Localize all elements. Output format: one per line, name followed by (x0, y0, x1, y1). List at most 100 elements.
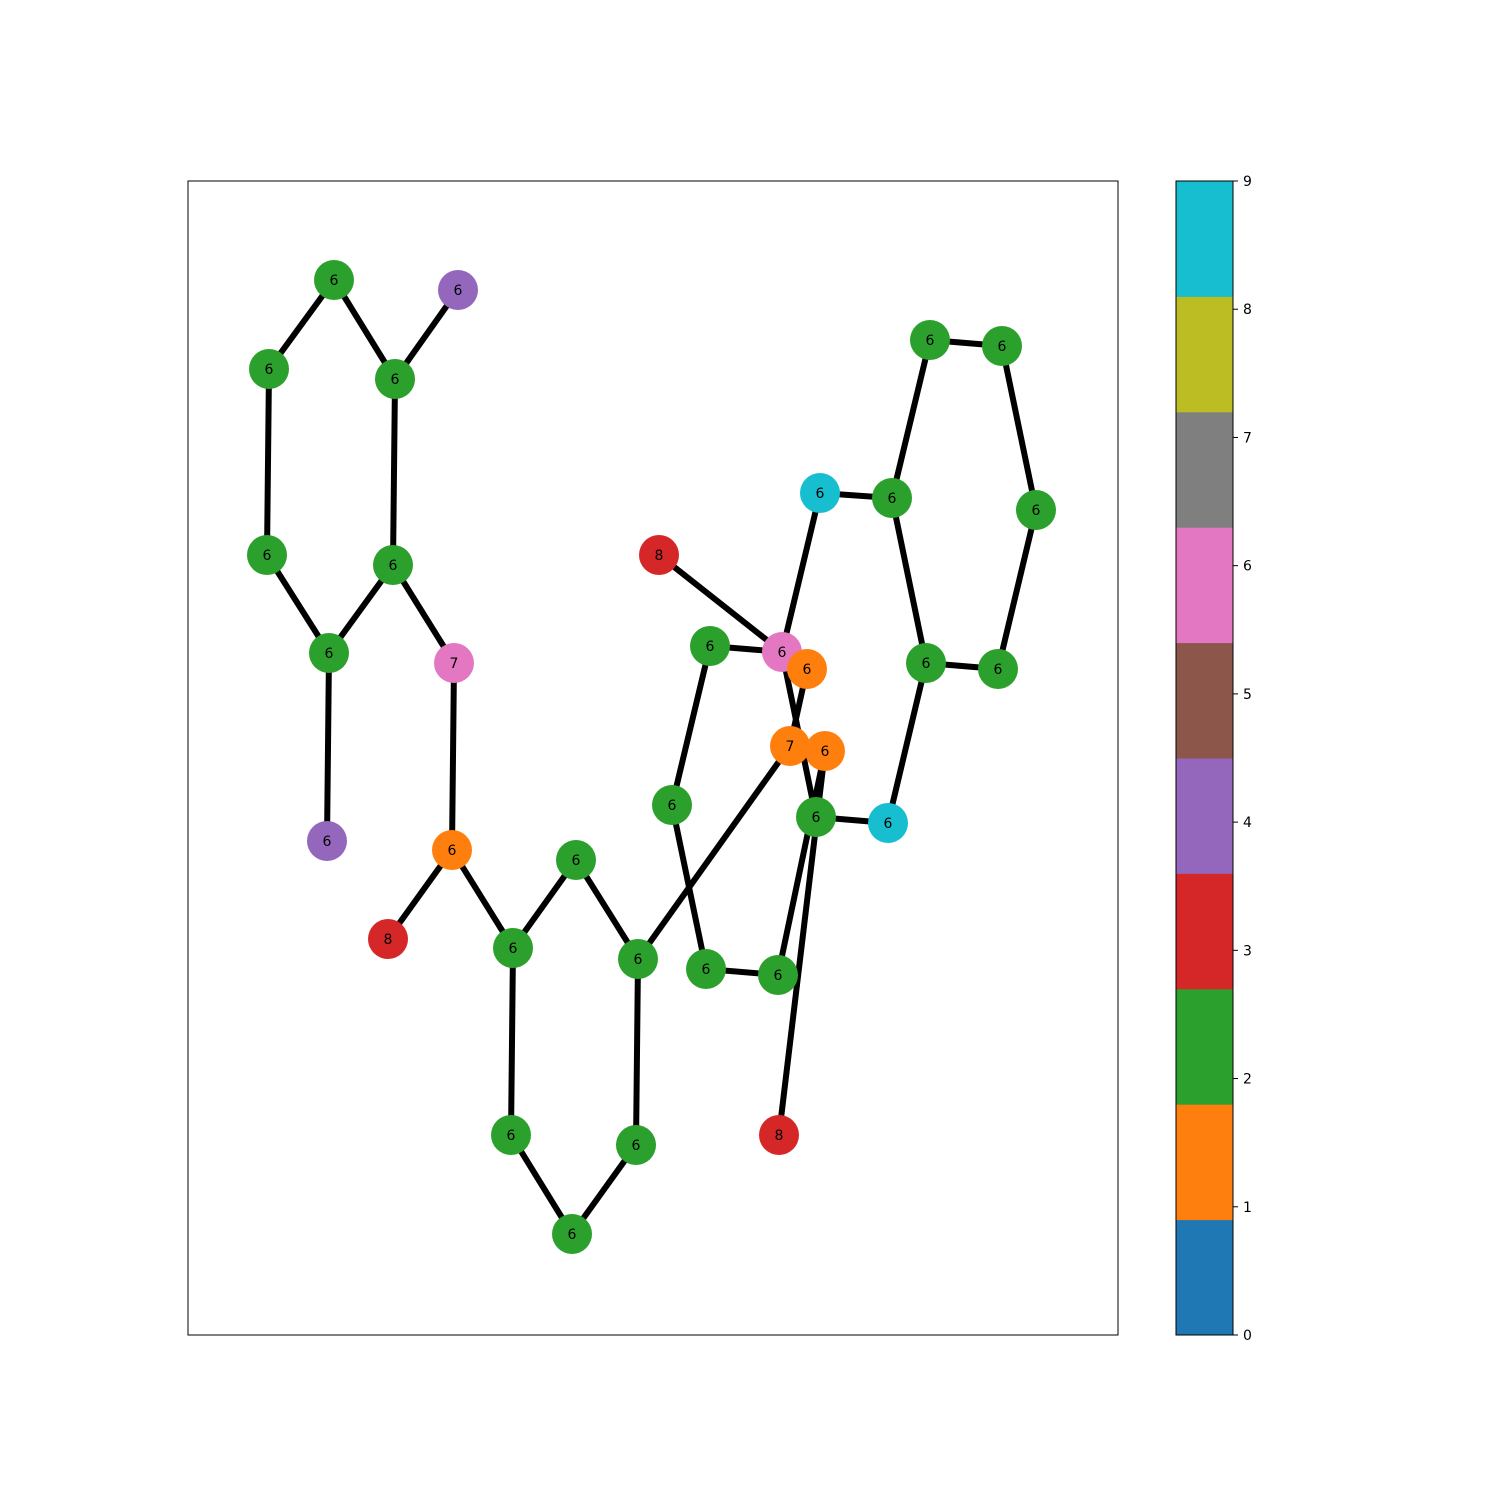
node-label: 6 (1032, 503, 1041, 519)
graph-node: 6 (307, 821, 347, 861)
graph-edge (669, 804, 709, 970)
node-label: 6 (568, 1227, 577, 1243)
node-circle (690, 626, 730, 666)
node-label: 6 (323, 834, 332, 850)
node-circle (368, 919, 408, 959)
colorbar-segment (1176, 988, 1233, 1105)
graph-node: 6 (652, 785, 692, 825)
node-label: 6 (778, 645, 787, 661)
graph-edge (669, 645, 713, 806)
node-circle (759, 1115, 799, 1155)
node-circle (652, 785, 692, 825)
colorbar-tick-label: 3 (1243, 943, 1252, 959)
node-label: 6 (454, 283, 463, 299)
graph-node: 6 (309, 633, 349, 673)
node-label: 6 (391, 372, 400, 388)
node-label: 6 (812, 810, 821, 826)
node-label: 6 (572, 853, 581, 869)
graph-edge (779, 492, 823, 653)
node-label: 6 (389, 558, 398, 574)
node-label: 6 (702, 962, 711, 978)
node-label: 6 (509, 941, 518, 957)
node-circle (639, 535, 679, 575)
colorbar-tick-label: 8 (1243, 302, 1252, 318)
graph-node: 6 (758, 955, 798, 995)
node-circle (375, 359, 415, 399)
node-circle (787, 649, 827, 689)
node-label: 8 (384, 932, 393, 948)
graph-node: 6 (800, 473, 840, 513)
node-label: 6 (926, 333, 935, 349)
graph-node: 6 (796, 797, 836, 837)
graph-node: 6 (438, 270, 478, 310)
node-label: 7 (786, 739, 795, 755)
graph-node: 6 (552, 1214, 592, 1254)
node-label: 6 (634, 952, 643, 968)
colorbar-frame (1175, 180, 1234, 1336)
node-circle (438, 270, 478, 310)
graph-node: 6 (493, 928, 533, 968)
node-label: 6 (774, 968, 783, 984)
node-circle (758, 955, 798, 995)
node-circle (805, 731, 845, 771)
graph-node: 8 (759, 1115, 799, 1155)
graph-edge (775, 750, 828, 976)
colorbar-segment (1176, 1219, 1233, 1336)
graph-node: 6 (556, 840, 596, 880)
colorbar-segment (1176, 642, 1233, 759)
node-circle (872, 478, 912, 518)
colorbar-tick-label: 9 (1243, 174, 1252, 190)
graph-node: 6 (491, 1115, 531, 1155)
colorbar-segment (1176, 181, 1233, 297)
graph-edge (999, 345, 1039, 511)
node-label: 6 (668, 798, 677, 814)
node-circle (1016, 490, 1056, 530)
node-label: 8 (775, 1128, 784, 1144)
graph-node: 6 (618, 939, 658, 979)
node-label: 6 (632, 1138, 641, 1154)
graph-node: 8 (368, 919, 408, 959)
node-circle (552, 1214, 592, 1254)
graph-node: 6 (616, 1125, 656, 1165)
node-circle (978, 649, 1018, 689)
graph-edge (508, 947, 516, 1136)
colorbar-tick-label: 6 (1243, 559, 1252, 575)
colorbar-tick-label: 4 (1243, 815, 1252, 831)
graph-edge (635, 744, 793, 961)
graph-node: 6 (868, 803, 908, 843)
graph-edge (264, 368, 272, 556)
node-label: 8 (655, 548, 664, 564)
node-label: 6 (816, 486, 825, 502)
node-circle (686, 949, 726, 989)
graph-node: 7 (770, 726, 810, 766)
node-circle (618, 939, 658, 979)
graph-edge (995, 509, 1039, 670)
node-label: 6 (803, 662, 812, 678)
graph-edges (264, 278, 1039, 1236)
node-label: 6 (821, 744, 830, 760)
node-circle (247, 535, 287, 575)
node-circle (307, 821, 347, 861)
colorbar-tick-label: 1 (1243, 1200, 1252, 1216)
node-label: 6 (263, 548, 272, 564)
graph-node: 6 (906, 643, 946, 683)
node-label: 6 (325, 646, 334, 662)
node-circle (432, 830, 472, 870)
graph-edge (885, 662, 929, 824)
node-circle (800, 473, 840, 513)
node-circle (434, 643, 474, 683)
graph-edge (449, 662, 457, 851)
node-circle (910, 320, 950, 360)
graph-node: 6 (686, 949, 726, 989)
node-label: 7 (450, 656, 459, 672)
colorbar-segment (1176, 1104, 1233, 1221)
colorbar-segment (1176, 296, 1233, 413)
graph-node: 8 (639, 535, 679, 575)
node-circle (314, 260, 354, 300)
colorbar-segment (1176, 873, 1233, 990)
graph-node: 6 (432, 830, 472, 870)
node-circle (556, 840, 596, 880)
graph-edge (889, 497, 929, 664)
plot-frame (187, 180, 1119, 1336)
node-circle (796, 797, 836, 837)
